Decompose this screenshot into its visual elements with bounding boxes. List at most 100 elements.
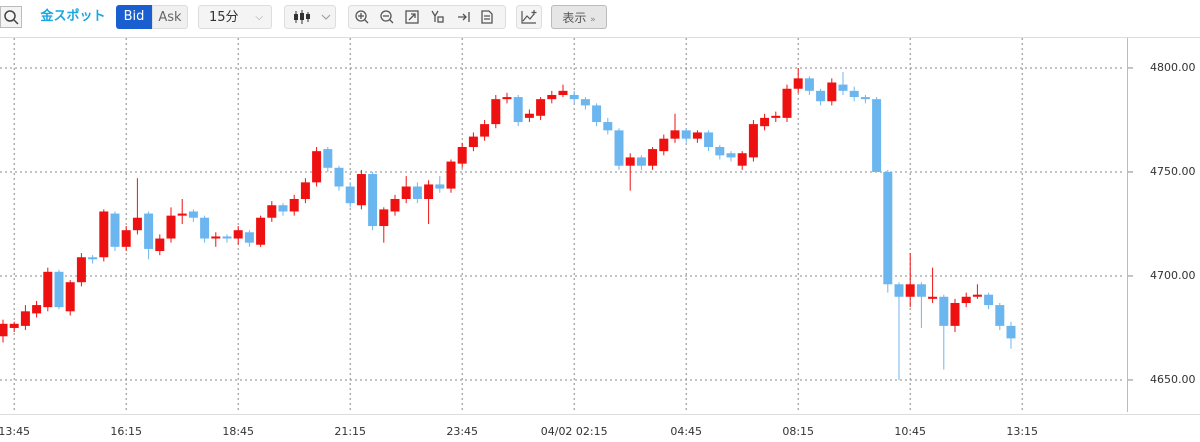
candle-body [692,132,702,139]
y-tick-label: 4650.00 [1150,373,1196,386]
candle-body [267,205,277,218]
candle-body [188,211,198,218]
candle-body [401,186,411,199]
candle-body [20,311,30,326]
candle-body [166,215,176,239]
candle-body [580,99,590,106]
candle-body [849,90,859,98]
candle-body [368,174,378,227]
candle-body [748,124,758,158]
candle-body [592,105,602,123]
candle-body [782,88,792,118]
dropdown-arrow: ⌵ [255,12,263,23]
y-tick-label: 4750.00 [1150,165,1196,178]
candle-body [625,157,635,166]
symbol[interactable]: 金スポット [40,9,106,24]
candle-body [0,323,8,337]
candle-body [177,213,187,216]
candle-body [603,122,613,131]
candle-body [558,90,568,95]
tool-group[interactable] [348,5,506,29]
dropdown-arrow: » [590,15,596,25]
display-button[interactable]: 表示 » [551,5,607,29]
candle-body [43,271,53,308]
indicator-button[interactable] [516,5,542,29]
candle-body [65,282,75,312]
y-tick-label: 4700.00 [1150,269,1196,282]
candle-body [200,217,210,239]
candle-body [704,132,714,147]
x-tick-label: 10:45 [894,425,926,438]
candle-body [446,161,456,189]
candle-body [278,205,288,212]
candle-body [211,236,221,239]
candle-body [457,146,467,164]
candle-body [289,198,299,212]
candle-body [939,296,949,326]
candle-body [468,136,478,147]
candle-body [827,82,837,102]
candle-body [614,130,624,166]
candle-body [916,284,926,297]
candle-body [390,198,400,212]
candle-body [793,78,803,89]
interval-select[interactable]: 15分 ⌵ [198,5,272,29]
candle-body [872,99,882,172]
display-label: 表示 [562,11,587,25]
x-tick-label: 13:15 [1006,425,1038,438]
candle-body [76,257,86,283]
candle-body [32,305,42,314]
candle-body [99,211,109,258]
x-tick-label: 04:45 [670,425,702,438]
x-tick-label: 13:45 [0,425,30,438]
candle-body [804,78,814,91]
candle-body [928,296,938,299]
chart-type-button[interactable] [284,5,336,29]
candle-body [536,99,546,116]
candle-body [155,238,165,252]
candle-body [905,284,915,297]
candle-body [995,305,1005,326]
y-tick-label: 4800.00 [1150,61,1196,74]
candle-body [547,94,557,100]
search-button[interactable] [0,6,22,28]
candle-body [737,153,747,166]
candle-body [894,284,904,297]
candle-body [659,138,669,152]
toolbar: 金スポット Bid Ask 15分 ⌵ 表示 » [0,0,1200,34]
candle-body [323,149,333,168]
ask-button[interactable]: Ask [152,5,188,29]
candle-body [256,217,266,245]
candle-body [950,303,960,326]
candle-body [972,294,982,297]
candle-body [569,94,579,100]
candle-body [1006,325,1016,339]
candle-body [816,90,826,102]
candle-body [88,257,98,260]
candle-body [984,294,994,306]
candle-body [524,113,534,118]
candle-body [670,130,680,139]
candle-body [110,213,120,247]
x-tick-label: 16:15 [110,425,142,438]
candle-body [771,115,781,118]
candle-body [379,209,389,227]
candle-body [860,97,870,100]
candle-body [132,217,142,231]
interval-label: 15分 [209,10,239,25]
candle-body [883,171,893,285]
candle-body [636,157,646,166]
candle-body [424,184,434,199]
x-tick-label: 04/02 02:15 [541,425,608,438]
candle-body [726,153,736,158]
candle-body [480,124,490,137]
x-tick-label: 21:15 [334,425,366,438]
candle-body [244,232,254,243]
candle-body [233,230,243,239]
candle-body [121,230,131,247]
bid-button[interactable]: Bid [116,5,152,29]
candle-body [222,236,232,239]
candle-body [502,97,512,100]
